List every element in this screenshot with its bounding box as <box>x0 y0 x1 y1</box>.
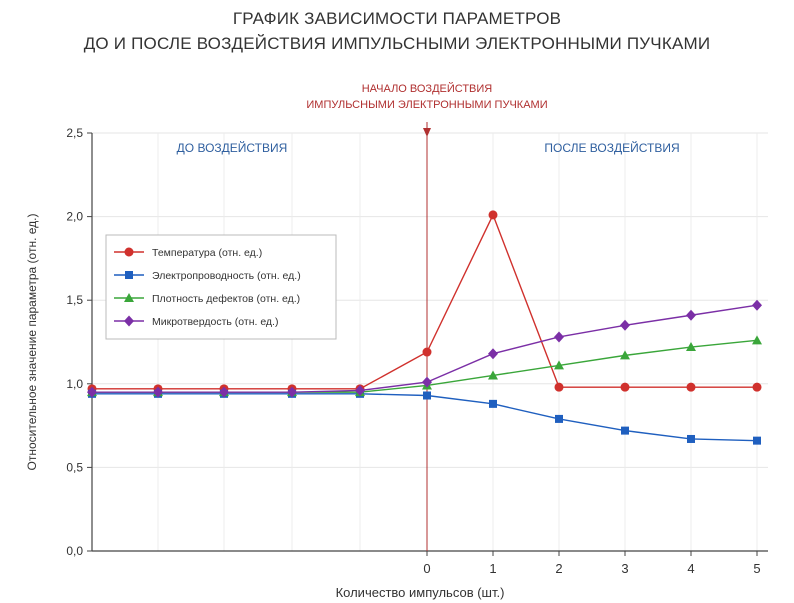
x-tick-label: 1 <box>489 561 496 576</box>
data-point-series-3 <box>488 370 498 380</box>
data-point-series-2 <box>687 434 695 443</box>
data-point-series-1 <box>752 382 762 392</box>
data-point-series-4 <box>219 386 229 398</box>
y-tick-label: 1,0 <box>66 377 83 391</box>
data-point-series-4 <box>488 348 498 360</box>
x-tick-label: 0 <box>423 561 430 576</box>
data-point-series-4 <box>752 299 762 311</box>
before-region-label: ДО ВОЗДЕЙСТВИЯ <box>177 140 288 155</box>
x-tick-label: 3 <box>621 561 628 576</box>
data-point-series-4 <box>620 319 630 331</box>
data-point-series-2 <box>753 436 761 445</box>
after-region-label: ПОСЛЕ ВОЗДЕЙСТВИЯ <box>544 140 679 155</box>
y-tick-label: 0,5 <box>66 460 83 474</box>
start-annotation-line-2: ИМПУЛЬСНЫМИ ЭЛЕКТРОННЫМИ ПУЧКАМИ <box>306 99 547 111</box>
x-axis-label: Количество импульсов (шт.) <box>336 585 505 600</box>
data-point-series-2 <box>555 414 563 423</box>
legend-label-3: Плотность дефектов (отн. ед.) <box>152 293 300 305</box>
x-tick-label: 4 <box>687 561 694 576</box>
start-marker-arrow <box>423 128 431 137</box>
data-point-series-4 <box>686 309 696 321</box>
y-tick-label: 2,0 <box>66 210 83 224</box>
data-point-series-1 <box>620 382 630 392</box>
data-point-series-3 <box>554 360 564 370</box>
y-tick-label: 1,5 <box>66 293 83 307</box>
data-point-series-2 <box>621 426 629 435</box>
chart-title-line-1: ГРАФИК ЗАВИСИМОСТИ ПАРАМЕТРОВ <box>232 9 562 28</box>
y-tick-label: 0,0 <box>66 544 83 558</box>
data-point-series-3 <box>620 350 630 360</box>
data-point-series-4 <box>87 386 97 398</box>
data-point-series-4 <box>153 386 163 398</box>
y-tick-label: 2,5 <box>66 126 83 140</box>
legend-marker-1 <box>124 247 134 257</box>
data-point-series-2 <box>489 399 497 408</box>
data-point-series-1 <box>488 210 498 220</box>
start-annotation-line-1: НАЧАЛО ВОЗДЕЙСТВИЯ <box>362 82 493 95</box>
legend-label-1: Температура (отн. ед.) <box>152 247 262 259</box>
legend-label-4: Микротвердость (отн. ед.) <box>152 316 278 328</box>
legend-marker-4 <box>124 315 134 327</box>
legend-marker-3 <box>124 293 134 302</box>
y-axis-label: Относительное значение параметра (отн. е… <box>25 213 39 470</box>
data-point-series-1 <box>554 382 564 392</box>
data-point-series-3 <box>752 335 762 345</box>
data-point-series-3 <box>686 342 696 352</box>
data-point-series-4 <box>422 376 432 388</box>
data-point-series-4 <box>287 386 297 398</box>
data-point-series-4 <box>554 331 564 343</box>
data-point-series-4 <box>355 384 365 396</box>
x-tick-label: 5 <box>753 561 760 576</box>
data-point-series-1 <box>686 382 696 392</box>
x-tick-label: 2 <box>555 561 562 576</box>
data-point-series-2 <box>423 391 431 400</box>
data-point-series-1 <box>422 347 432 357</box>
legend-marker-2 <box>125 271 133 279</box>
legend-box <box>105 234 337 340</box>
chart-title-line-2: ДО И ПОСЛЕ ВОЗДЕЙСТВИЯ ИМПУЛЬСНЫМИ ЭЛЕКТ… <box>83 34 711 53</box>
series-line-2 <box>92 393 758 442</box>
legend-label-2: Электропроводность (отн. ед.) <box>152 270 301 282</box>
